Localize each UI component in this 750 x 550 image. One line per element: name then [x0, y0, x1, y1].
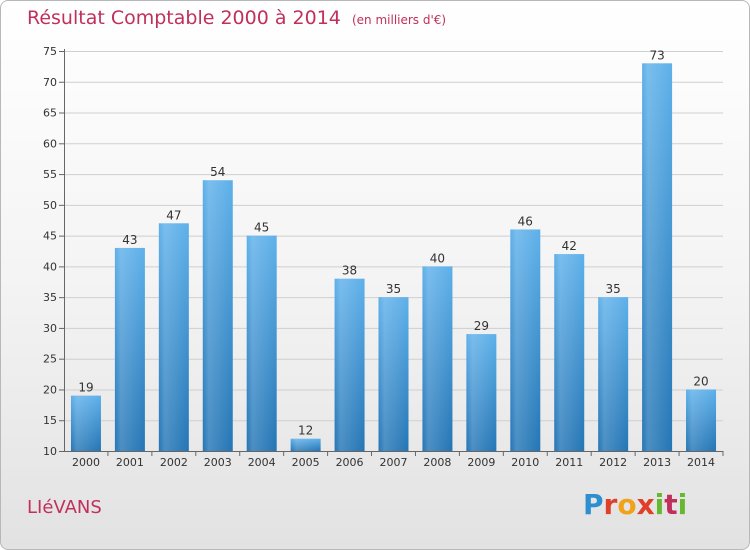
bar-sheen	[246, 235, 277, 451]
data-label: 29	[474, 319, 489, 333]
axis-layer: 10 15 20 25 30 35 40 45 50 55 60 65 70 75 2000 2001 2002…	[43, 45, 724, 469]
chart-subtitle: (en milliers d'€)	[351, 13, 447, 27]
bar-sheen	[202, 180, 233, 451]
data-label: 38	[342, 264, 357, 278]
data-label: 73	[649, 48, 664, 62]
x-tick-label: 2003	[204, 456, 232, 469]
y-tick-label: 65	[43, 107, 57, 120]
x-tick-label: 2009	[467, 456, 495, 469]
x-tick-label: 2007	[380, 456, 408, 469]
y-tick-label: 40	[43, 260, 57, 273]
bar-sheen	[422, 266, 453, 451]
y-tick-label: 70	[43, 76, 57, 89]
x-tick-label: 2012	[599, 456, 627, 469]
bar-sheen	[510, 229, 541, 451]
y-tick-label: 45	[43, 230, 57, 243]
bar-sheen	[290, 438, 321, 451]
x-tick-label: 2005	[292, 456, 320, 469]
bar-sheen	[334, 278, 365, 451]
data-label: 47	[166, 208, 181, 222]
y-tick-label: 25	[43, 353, 57, 366]
x-tick-label: 2004	[248, 456, 276, 469]
bar-sheen	[686, 389, 717, 451]
data-label: 19	[78, 381, 93, 395]
bar-sheen	[158, 223, 189, 451]
bar-sheen	[378, 297, 409, 451]
data-label: 54	[210, 165, 225, 179]
bar-sheen	[114, 247, 145, 451]
x-tick-label: 2010	[511, 456, 539, 469]
data-label: 20	[693, 374, 708, 388]
y-tick-label: 15	[43, 414, 57, 427]
bar-sheen	[70, 395, 101, 451]
x-tick-label: 2001	[116, 456, 144, 469]
y-tick-label: 20	[43, 383, 57, 396]
x-tick-label: 2013	[643, 456, 671, 469]
y-tick-label: 60	[43, 137, 57, 150]
x-tick-label: 2006	[336, 456, 364, 469]
x-tick-label: 2008	[423, 456, 451, 469]
y-tick-label: 35	[43, 291, 57, 304]
x-tick-label: 2014	[687, 456, 715, 469]
bar-sheen	[466, 334, 497, 451]
y-tick-label: 30	[43, 322, 57, 335]
bar-sheen	[598, 297, 629, 451]
bar-sheen	[642, 63, 673, 452]
y-tick-label: 55	[43, 168, 57, 181]
x-tick-label: 2011	[555, 456, 583, 469]
y-tick-label: 50	[43, 199, 57, 212]
data-label: 45	[254, 221, 269, 235]
data-label: 12	[298, 424, 313, 438]
data-label: 42	[562, 239, 577, 253]
data-label: 43	[122, 233, 137, 247]
x-tick-label: 2002	[160, 456, 188, 469]
x-tick-label: 2000	[72, 456, 100, 469]
proxiti-logo[interactable]: Proxiti	[583, 488, 688, 521]
chart-title-block: Résultat Comptable 2000 à 2014 (en milli…	[27, 7, 446, 29]
data-label: 35	[606, 282, 621, 296]
chart-title: Résultat Comptable 2000 à 2014	[27, 7, 341, 29]
bar-layer: 19 43 47 54 45 12 38 35 40 29 46 42 35 73 20	[70, 48, 717, 452]
commune-name: LIéVANS	[27, 497, 102, 518]
y-tick-label: 75	[43, 45, 57, 58]
data-label: 46	[518, 214, 533, 228]
bar-sheen	[554, 254, 585, 451]
data-label: 40	[430, 251, 445, 265]
y-tick-label: 10	[43, 445, 57, 458]
data-label: 35	[386, 282, 401, 296]
